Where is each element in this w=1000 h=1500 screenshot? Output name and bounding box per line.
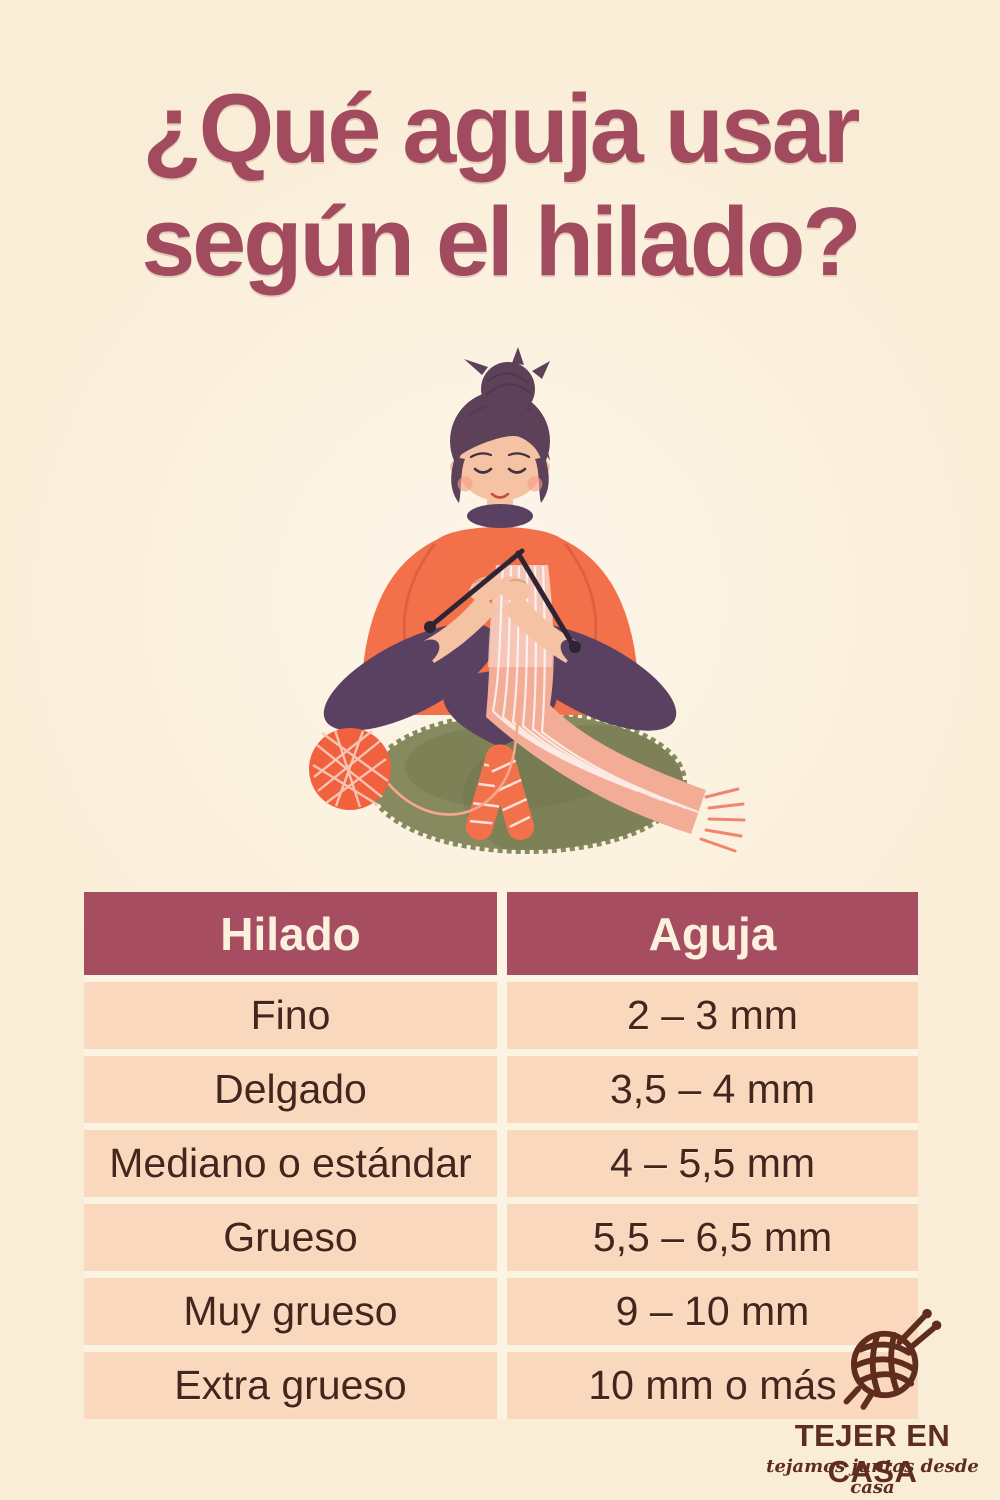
scarf-fringe xyxy=(699,787,746,853)
arms-and-hands xyxy=(406,576,594,669)
table-cell-needle: 10 mm o más xyxy=(507,1352,918,1419)
right-sock xyxy=(487,744,535,840)
table-cell-yarn: Fino xyxy=(84,982,497,1049)
brand-name: TEJER EN CASA xyxy=(794,1418,951,1489)
table-cell-needle: 2 – 3 mm xyxy=(507,982,918,1049)
knitting-needles-illustration xyxy=(424,548,581,653)
needle-size-table: Hilado Aguja Fino 2 – 3 mm Delgado 3,5 –… xyxy=(84,892,918,1419)
page-title-line2: según el hilado? xyxy=(141,187,861,297)
brand-tagline: tejamos juntas desde casa xyxy=(766,1456,979,1498)
table-cell-yarn: Delgado xyxy=(84,1056,497,1123)
table-cell-needle: 9 – 10 mm xyxy=(507,1278,918,1345)
head-illustration xyxy=(450,347,550,528)
table-cell-needle: 3,5 – 4 mm xyxy=(507,1056,918,1123)
page-title: ¿Qué aguja usar según el hilado? xyxy=(0,72,1000,299)
column-header-aguja: Aguja xyxy=(507,892,918,975)
table-cell-needle: 5,5 – 6,5 mm xyxy=(507,1204,918,1271)
table-cell-yarn: Mediano o estándar xyxy=(84,1130,497,1197)
yarn-ball-knitting-needles-icon xyxy=(843,1308,942,1410)
page-title-line1: ¿Qué aguja usar xyxy=(142,74,860,183)
table-cell-needle: 4 – 5,5 mm xyxy=(507,1130,918,1197)
table-cell-yarn: Grueso xyxy=(84,1204,497,1271)
table-cell-yarn: Muy grueso xyxy=(84,1278,497,1345)
column-header-hilado: Hilado xyxy=(84,892,497,975)
knitting-woman-illustration xyxy=(309,347,746,854)
yarn-ball-illustration xyxy=(309,696,522,816)
table-cell-yarn: Extra grueso xyxy=(84,1352,497,1419)
